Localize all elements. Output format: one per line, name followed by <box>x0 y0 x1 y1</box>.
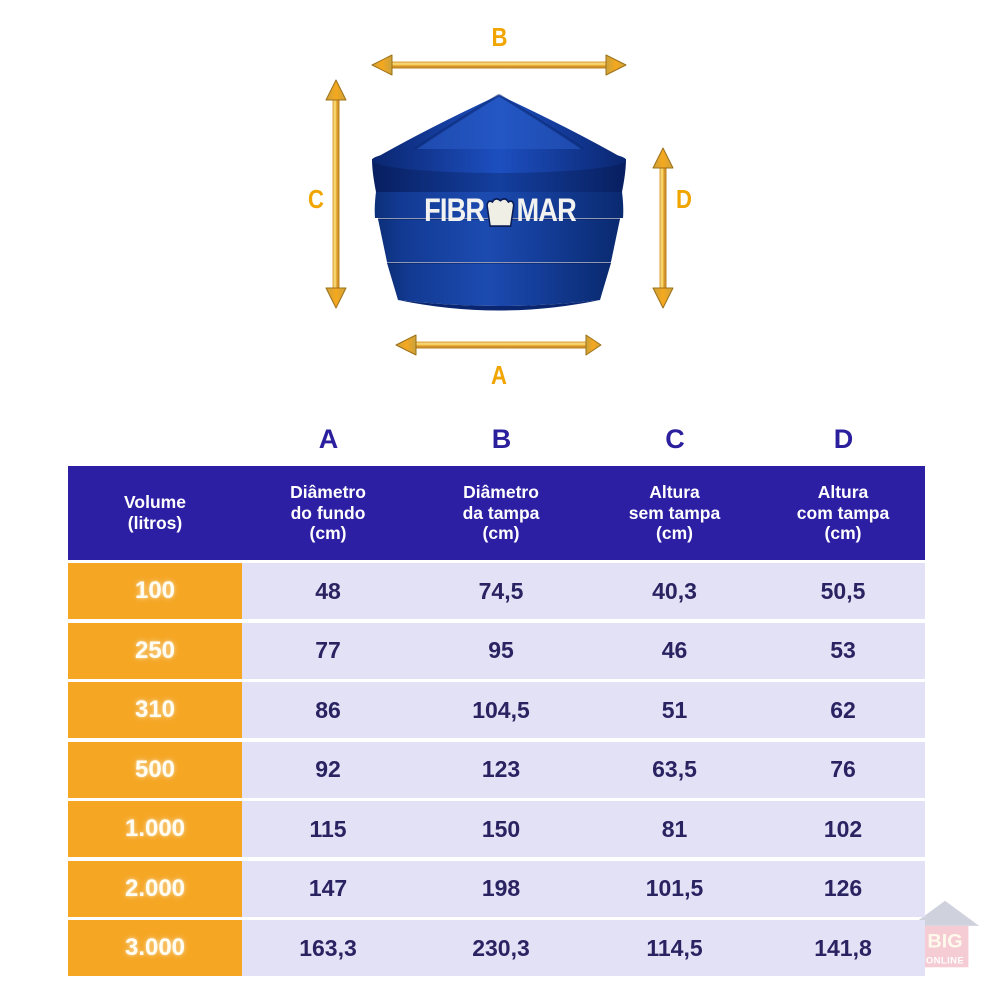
svg-text:ONLINE: ONLINE <box>926 956 964 967</box>
svg-text:B: B <box>491 23 507 52</box>
svg-text:A: A <box>491 361 507 390</box>
svg-text:BIG: BIG <box>927 931 962 953</box>
svg-text:D: D <box>676 185 692 214</box>
svg-text:C: C <box>308 185 324 214</box>
